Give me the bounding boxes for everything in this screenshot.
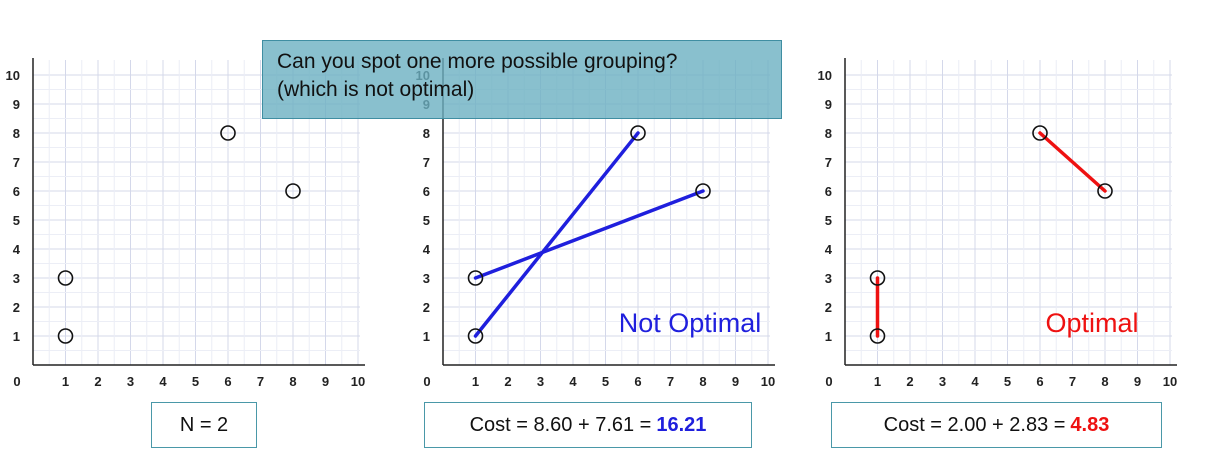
x-tick-label: 9 (322, 374, 329, 389)
data-point (285, 183, 301, 199)
y-tick-label: 2 (423, 300, 430, 315)
x-tick-label: 5 (192, 374, 199, 389)
data-point (695, 183, 711, 199)
y-tick-label: 1 (13, 329, 20, 344)
x-tick-label: 1 (62, 374, 69, 389)
x-tick-label: 6 (634, 374, 641, 389)
x-tick-label: 9 (732, 374, 739, 389)
y-tick-label: 8 (423, 126, 430, 141)
y-tick-label: 10 (818, 68, 832, 83)
plot-3: 0 1 2 3 4 5 6 7 8 9 10 1 2 3 4 5 6 7 8 9 10 Optimal (812, 0, 1192, 400)
y-tick-label: 6 (423, 184, 430, 199)
x-tick-label: 6 (224, 374, 231, 389)
x-tick-label: 8 (289, 374, 296, 389)
data-point (467, 328, 484, 344)
x-tick-label: 4 (971, 374, 979, 389)
x-tick-label: 10 (1163, 374, 1177, 389)
grouping-segment (1038, 131, 1107, 193)
grouping-segment (473, 131, 640, 338)
x-tick-label: 7 (257, 374, 264, 389)
data-point (869, 270, 886, 286)
chart-annotation: Optimal (1045, 308, 1138, 338)
x-tick-label: 6 (1036, 374, 1043, 389)
x-tick-label: 0 (423, 374, 430, 389)
y-tick-label: 8 (13, 126, 20, 141)
x-tick-label: 7 (667, 374, 674, 389)
x-tick-label: 8 (699, 374, 706, 389)
y-tick-label: 2 (825, 300, 832, 315)
x-tick-label: 4 (569, 374, 577, 389)
data-point (467, 270, 484, 286)
y-tick-label: 6 (825, 184, 832, 199)
x-tick-label: 2 (504, 374, 511, 389)
y-tick-label: 2 (13, 300, 20, 315)
x-tick-label: 3 (127, 374, 134, 389)
x-tick-label: 2 (94, 374, 101, 389)
x-tick-label: 9 (1134, 374, 1141, 389)
plot-3-svg: 0 1 2 3 4 5 6 7 8 9 10 1 2 3 4 5 6 7 8 9 10 Optimal (818, 58, 1177, 389)
grouping-segment (473, 189, 705, 280)
data-point (869, 328, 886, 344)
chart-annotation: Not Optimal (619, 308, 762, 338)
x-tick-label: 5 (602, 374, 609, 389)
caption-3-text: Cost = 2.00 + 2.83 = (883, 413, 1066, 436)
y-tick-label: 5 (423, 213, 430, 228)
caption-3-total: 4.83 (1070, 413, 1110, 436)
caption-box-3: Cost = 2.00 + 2.83 = 4.83 (831, 402, 1162, 448)
x-tick-label: 7 (1069, 374, 1076, 389)
x-tick-label: 5 (1004, 374, 1011, 389)
y-tick-label: 3 (13, 271, 20, 286)
x-tick-label: 1 (874, 374, 881, 389)
x-tick-label: 3 (939, 374, 946, 389)
y-tick-label: 9 (13, 97, 20, 112)
x-tick-label: 2 (906, 374, 913, 389)
y-tick-label: 5 (825, 213, 832, 228)
y-tick-label: 1 (423, 329, 430, 344)
caption-2-text: Cost = 8.60 + 7.61 = (469, 413, 652, 436)
data-point (57, 270, 74, 286)
caption-1-text: N = 2 (179, 413, 229, 436)
y-tick-label: 3 (423, 271, 430, 286)
y-tick-label: 9 (825, 97, 832, 112)
data-point (57, 328, 74, 344)
y-tick-label: 10 (6, 68, 20, 83)
x-tick-label: 4 (159, 374, 167, 389)
data-point (1032, 125, 1048, 141)
y-tick-label: 3 (825, 271, 832, 286)
caption-box-2: Cost = 8.60 + 7.61 = 16.21 (424, 402, 752, 448)
x-tick-label: 10 (761, 374, 775, 389)
caption-2-total: 16.21 (656, 413, 707, 436)
y-tick-label: 6 (13, 184, 20, 199)
y-tick-label: 7 (825, 155, 832, 170)
data-point (220, 125, 236, 141)
data-point (630, 125, 646, 141)
x-tick-label: 8 (1101, 374, 1108, 389)
x-tick-label: 10 (351, 374, 365, 389)
y-tick-label: 4 (825, 242, 833, 257)
x-tick-label: 3 (537, 374, 544, 389)
callout-line-2: (which is not optimal) (277, 78, 475, 101)
y-tick-label: 8 (825, 126, 832, 141)
y-tick-label: 5 (13, 213, 20, 228)
data-point (1097, 183, 1113, 199)
y-tick-label: 4 (423, 242, 431, 257)
x-tick-label: 0 (13, 374, 20, 389)
y-tick-label: 1 (825, 329, 832, 344)
y-tick-label: 7 (13, 155, 20, 170)
y-tick-label: 7 (423, 155, 430, 170)
x-tick-label: 1 (472, 374, 479, 389)
x-tick-label: 0 (825, 374, 832, 389)
callout-line-1: Can you spot one more possible grouping? (277, 50, 678, 73)
y-tick-label: 4 (13, 242, 21, 257)
callout-box: Can you spot one more possible grouping?… (262, 40, 782, 119)
caption-box-1: N = 2 (151, 402, 257, 448)
